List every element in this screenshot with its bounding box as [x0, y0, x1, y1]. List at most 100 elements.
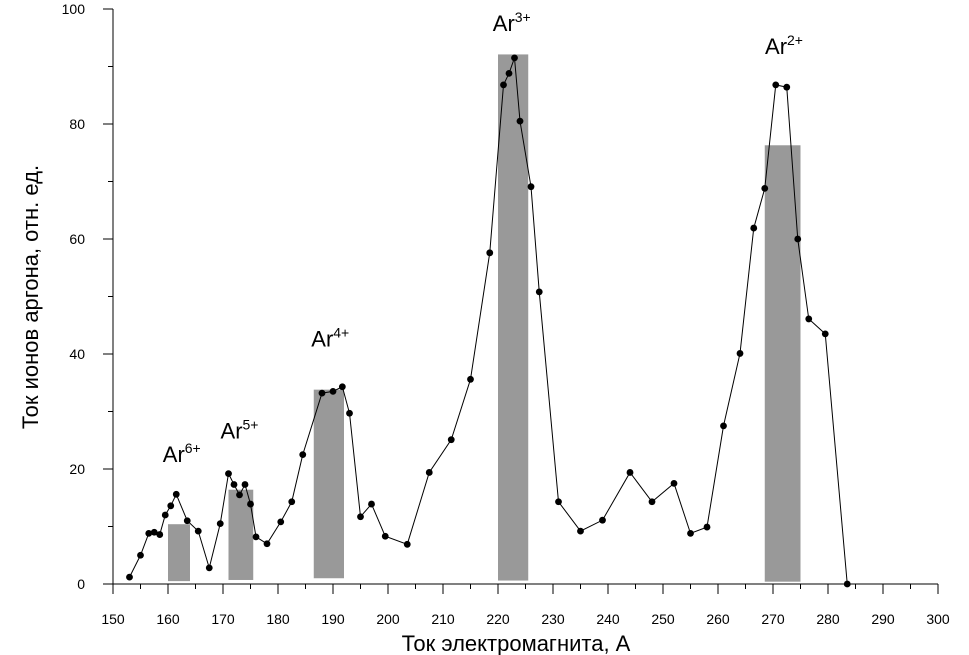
data-point — [150, 528, 158, 536]
ion-symbol: Ar — [493, 11, 515, 36]
data-point — [205, 564, 213, 572]
data-point — [247, 500, 254, 508]
data-point — [230, 481, 238, 488]
x-tick-label: 270 — [761, 611, 785, 627]
data-point — [183, 517, 191, 525]
ion-symbol: Ar — [311, 327, 333, 352]
y-tick-label: 0 — [77, 576, 85, 592]
data-point — [156, 531, 164, 538]
y-tick-label: 60 — [69, 231, 85, 247]
ion-charge: 4+ — [333, 325, 349, 341]
ion-label: Ar5+ — [221, 417, 259, 444]
data-point — [772, 81, 780, 89]
ion-symbol: Ar — [765, 34, 787, 59]
data-point — [486, 249, 494, 257]
data-point — [687, 530, 694, 537]
annotations-layer: Ar6+Ar5+Ar4+Ar3+Ar2+ — [163, 9, 803, 467]
ion-label: Ar3+ — [493, 9, 531, 36]
data-point — [126, 573, 133, 581]
data-point — [172, 490, 180, 498]
x-tick-label: 290 — [871, 611, 895, 627]
ion-label: Ar6+ — [163, 440, 201, 467]
ion-symbol: Ar — [221, 419, 243, 444]
data-point — [626, 469, 634, 476]
data-point — [368, 500, 375, 508]
ion-label: Ar2+ — [765, 32, 803, 59]
data-point — [794, 235, 802, 243]
bar-ar-3plus — [498, 54, 529, 581]
data-point — [299, 451, 307, 459]
data-point — [761, 185, 769, 192]
data-point — [194, 527, 202, 535]
x-tick-label: 180 — [266, 611, 290, 627]
x-ticks: 150 160 170 180 190 200 210 220 230 240 250 260 270 2… — [101, 584, 950, 627]
y-axis-title: Ток ионов аргона, отн. ед. — [18, 165, 43, 429]
bar-ar-6plus — [168, 524, 190, 582]
data-point — [648, 498, 656, 506]
data-point — [670, 479, 678, 487]
data-point — [338, 383, 346, 391]
data-point — [511, 54, 518, 62]
data-point — [346, 409, 353, 417]
x-tick-label: 280 — [816, 611, 840, 627]
data-point — [425, 469, 433, 476]
data-point — [236, 491, 243, 499]
data-point — [167, 502, 175, 510]
x-tick-label: 240 — [596, 611, 620, 627]
data-point — [252, 533, 260, 541]
ion-charge: 2+ — [787, 32, 803, 48]
x-tick-label: 250 — [651, 611, 675, 627]
x-tick-label: 210 — [431, 611, 455, 627]
data-point — [805, 315, 813, 323]
ion-charge: 6+ — [185, 440, 201, 456]
x-tick-label: 220 — [486, 611, 510, 627]
data-point — [467, 375, 474, 383]
data-point — [329, 387, 337, 395]
data-point — [403, 540, 411, 548]
y-tick-label: 80 — [69, 116, 85, 132]
data-point — [277, 518, 285, 526]
data-point — [516, 117, 524, 125]
data-point — [535, 288, 543, 296]
data-point — [161, 511, 169, 519]
series-layer — [126, 54, 851, 588]
data-point — [599, 516, 606, 524]
data-point — [381, 532, 389, 540]
data-point — [783, 83, 791, 91]
data-point — [263, 540, 271, 548]
data-point — [318, 389, 326, 397]
data-point — [137, 551, 144, 559]
data-point — [703, 523, 711, 531]
data-point — [357, 513, 364, 521]
data-point — [527, 183, 535, 191]
x-tick-label: 300 — [926, 611, 950, 627]
ion-charge: 3+ — [515, 9, 531, 25]
data-point — [720, 422, 727, 430]
data-point — [288, 498, 296, 506]
bars-layer — [168, 54, 801, 582]
data-point — [225, 470, 232, 477]
ion-label: Ar4+ — [311, 325, 349, 352]
series-line — [129, 57, 848, 585]
x-tick-label: 170 — [211, 611, 235, 627]
x-tick-label: 190 — [321, 611, 345, 627]
x-tick-label: 260 — [706, 611, 730, 627]
data-point — [500, 81, 507, 89]
data-point — [750, 224, 758, 232]
data-point — [821, 330, 829, 338]
x-tick-label: 160 — [156, 611, 180, 627]
data-point — [505, 70, 513, 77]
x-tick-label: 150 — [101, 611, 125, 627]
x-tick-label: 200 — [376, 611, 400, 627]
x-tick-label: 230 — [541, 611, 565, 627]
data-point — [447, 436, 455, 444]
data-point — [241, 481, 249, 488]
y-ticks: 0 20 40 60 80 100 — [62, 1, 113, 592]
y-tick-label: 100 — [62, 1, 86, 17]
y-tick-label: 40 — [69, 346, 85, 362]
data-point — [145, 530, 153, 537]
data-point — [736, 350, 744, 357]
data-point — [577, 527, 584, 535]
data-point — [216, 520, 224, 528]
